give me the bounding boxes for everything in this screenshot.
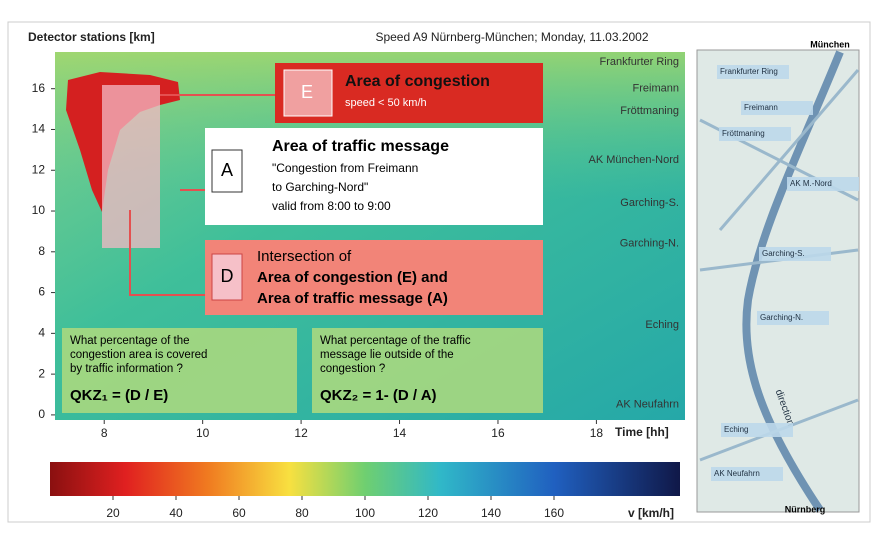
question-line: congestion area is covered <box>70 349 207 361</box>
map-label: AK Neufahrn <box>714 469 760 478</box>
y-tick-label: 4 <box>38 326 45 340</box>
y-tick-label: 6 <box>38 285 45 299</box>
x-tick-label: 18 <box>590 426 604 440</box>
colorbar-tick-label: 160 <box>544 506 564 520</box>
station-label: AK Neufahrn <box>616 399 679 411</box>
station-label: AK München-Nord <box>589 154 680 166</box>
colorbar-tick-label: 140 <box>481 506 501 520</box>
y-label: Detector stations [km] <box>28 30 155 44</box>
icon-label: D <box>221 266 234 286</box>
station-label: Garching-S. <box>620 197 679 209</box>
x-tick-label: 16 <box>491 426 505 440</box>
map-label: Fröttmaning <box>722 129 765 138</box>
colorbar-tick-label: 60 <box>232 506 246 520</box>
colorbar <box>50 462 680 496</box>
colorbar-label: v [km/h] <box>628 506 674 520</box>
station-label: Freimann <box>633 83 679 95</box>
colorbar-tick-label: 80 <box>295 506 309 520</box>
figure: Detector stations [km] Speed A9 Nürnberg… <box>0 0 877 528</box>
station-label: Frankfurter Ring <box>600 56 679 68</box>
box-line: valid from 8:00 to 9:00 <box>272 199 391 213</box>
map-label: AK M.-Nord <box>790 179 832 188</box>
y-tick-label: 2 <box>38 366 45 380</box>
question-line: congestion ? <box>320 363 385 375</box>
map-label: Eching <box>724 425 748 434</box>
box-title: Area of traffic message <box>272 138 449 155</box>
y-tick-label: 8 <box>38 244 45 258</box>
station-label: Fröttmaning <box>620 105 679 117</box>
title: Speed A9 Nürnberg-München; Monday, 11.03… <box>375 30 648 44</box>
question-line: by traffic information ? <box>70 363 183 375</box>
question-line: What percentage of the <box>70 335 190 347</box>
map-label: Frankfurter Ring <box>720 67 778 76</box>
box-title: Area of congestion <box>345 73 490 90</box>
x-tick-label: 14 <box>393 426 407 440</box>
map-south: Nürnberg <box>785 504 826 514</box>
y-tick-label: 14 <box>32 122 46 136</box>
x-tick-label: 10 <box>196 426 210 440</box>
y-tick-label: 10 <box>32 203 46 217</box>
x-tick-label: 12 <box>294 426 308 440</box>
box-line: Area of congestion (E) and <box>257 269 448 286</box>
formula: QKZ₁ = (D / E) <box>70 387 168 404</box>
map-label: Freimann <box>744 103 778 112</box>
station-label: Garching-N. <box>620 238 679 250</box>
colorbar-tick-label: 100 <box>355 506 375 520</box>
box-line: Area of traffic message (A) <box>257 290 448 307</box>
map-label: Garching-N. <box>760 313 803 322</box>
y-tick-label: 16 <box>32 81 46 95</box>
map-label: Garching-S. <box>762 249 805 258</box>
icon-label: A <box>221 160 233 180</box>
x-tick-label: 8 <box>101 426 108 440</box>
y-tick-label: 12 <box>32 162 46 176</box>
box-subtitle: speed < 50 km/h <box>345 97 427 109</box>
colorbar-tick-label: 20 <box>106 506 120 520</box>
formula: QKZ₂ = 1- (D / A) <box>320 387 437 404</box>
colorbar-tick-label: 120 <box>418 506 438 520</box>
box-line: "Congestion from Freimann <box>272 161 418 175</box>
x-label: Time [hh] <box>615 425 669 439</box>
map-north: München <box>810 39 850 49</box>
y-tick-label: 0 <box>38 407 45 421</box>
colorbar-tick-label: 40 <box>169 506 183 520</box>
question-line: message lie outside of the <box>320 349 454 361</box>
icon-label: E <box>301 82 313 102</box>
box-line: to Garching-Nord" <box>272 180 368 194</box>
station-label: Eching <box>645 319 679 331</box>
box-line: Intersection of <box>257 248 352 265</box>
question-line: What percentage of the traffic <box>320 335 471 347</box>
